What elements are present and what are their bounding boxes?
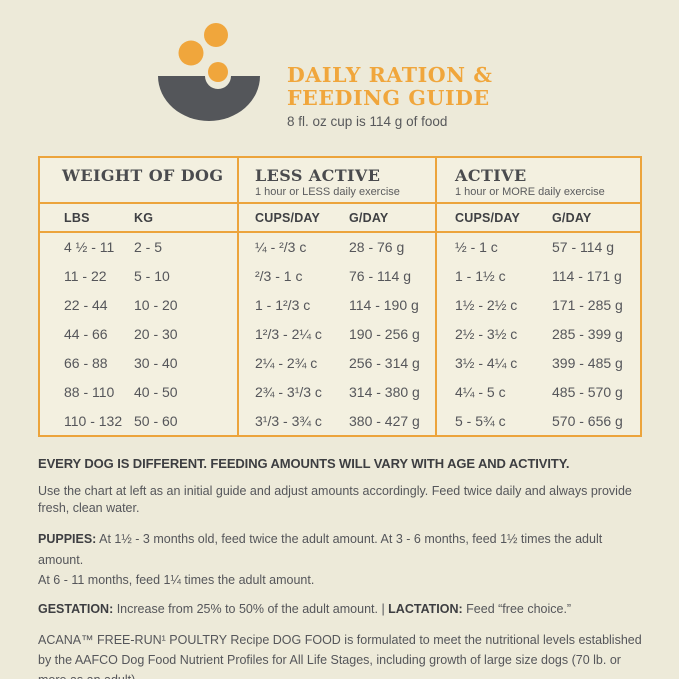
cell-kg: 2 - 5 — [134, 239, 163, 256]
header-title-block: DAILY RATION & FEEDING GUIDE 8 fl. oz cu… — [287, 63, 493, 130]
col-header-g-active: G/DAY — [537, 204, 640, 233]
cell-active-cups: ½ - 1 c — [435, 233, 537, 262]
cell-active-cups: 3½ - 4¼ c — [435, 348, 537, 378]
cell-kg: 40 - 50 — [134, 383, 178, 400]
cell-active-g: 285 - 399 g — [552, 325, 623, 342]
group-sublabel: 1 hour or LESS daily exercise — [255, 186, 400, 198]
cell-less-g: 114 - 190 g — [349, 297, 419, 314]
cell-less-cups: ²/3 - 1 c — [237, 261, 335, 291]
cell-less-cups: 1 - 1²/3 c — [237, 290, 335, 320]
cell-less-cups: 2¾ - 3¹/3 c — [237, 377, 335, 407]
cell-lbs: 66 - 88 — [64, 354, 108, 371]
lactation-label: LACTATION: — [388, 601, 463, 616]
puppies-label: PUPPIES: — [38, 532, 97, 546]
cell-less-g: 190 - 256 g — [349, 325, 420, 342]
col-header-cups-less: CUPS/DAY — [237, 204, 335, 233]
feeding-notes: EVERY DOG IS DIFFERENT. FEEDING AMOUNTS … — [38, 456, 648, 679]
cell-active-cups: 1½ - 2½ c — [435, 290, 537, 320]
cell-lbs: 22 - 44 — [64, 297, 108, 314]
group-header-less-active: LESS ACTIVE 1 hour or LESS daily exercis… — [237, 158, 435, 204]
group-title: ACTIVE — [455, 166, 527, 185]
cell-less-cups: ¼ - ²/3 c — [237, 233, 335, 262]
cell-kg: 30 - 40 — [134, 354, 178, 371]
col-header-lbs: LBS — [40, 204, 132, 233]
cell-active-cups: 2½ - 3½ c — [435, 319, 537, 349]
group-title: WEIGHT OF DOG — [62, 166, 224, 185]
cell-active-g: 485 - 570 g — [552, 383, 623, 400]
feeding-table: WEIGHT OF DOG LESS ACTIVE 1 hour or LESS… — [38, 156, 642, 437]
cell-less-cups: 3¹/3 - 3¾ c — [237, 406, 335, 435]
cell-less-g: 28 - 76 g — [349, 239, 405, 256]
cell-less-cups: 2¼ - 2¾ c — [237, 348, 335, 378]
cell-kg: 50 - 60 — [134, 412, 178, 429]
cell-active-g: 57 - 114 g — [552, 239, 615, 256]
gestation-label: GESTATION: — [38, 601, 114, 616]
cup-equivalence-note: 8 fl. oz cup is 114 g of food — [287, 114, 448, 129]
cell-lbs: 11 - 22 — [64, 268, 107, 285]
cell-lbs: 4 ½ - 11 — [64, 239, 115, 256]
col-header-cups-active: CUPS/DAY — [435, 204, 537, 233]
cell-active-g: 114 - 171 g — [552, 268, 622, 285]
notes-intro: Use the chart at left as an initial guid… — [38, 484, 632, 515]
lactation-text: Feed “free choice.” — [462, 601, 572, 616]
group-header-active: ACTIVE 1 hour or MORE daily exercise — [435, 158, 640, 204]
notes-gestation-lactation: GESTATION: Increase from 25% to 50% of t… — [38, 601, 648, 618]
col-header-kg: KG — [132, 204, 237, 233]
cell-kg: 5 - 10 — [134, 268, 170, 285]
cell-lbs: 88 - 110 — [64, 383, 115, 400]
page-title-line1: DAILY RATION & — [287, 63, 493, 87]
notes-heading: EVERY DOG IS DIFFERENT. FEEDING AMOUNTS … — [38, 456, 570, 471]
cell-lbs: 44 - 66 — [64, 325, 108, 342]
notes-aafco-statement: ACANA™ FREE-RUN¹ POULTRY Recipe DOG FOOD… — [38, 632, 642, 679]
dog-food-bowl-icon — [158, 23, 260, 121]
page-title-line2: FEEDING GUIDE — [287, 86, 490, 110]
cell-less-g: 76 - 114 g — [349, 268, 412, 285]
cell-less-cups: 1²/3 - 2¼ c — [237, 319, 335, 349]
cell-active-g: 570 - 656 g — [552, 412, 623, 429]
puppies-text: At 1½ - 3 months old, feed twice the adu… — [38, 532, 603, 587]
cell-active-cups: 5 - 5¾ c — [435, 406, 537, 435]
group-title: LESS ACTIVE — [255, 166, 381, 185]
group-sublabel: 1 hour or MORE daily exercise — [455, 186, 605, 198]
cell-lbs: 110 - 132 — [64, 412, 123, 429]
cell-less-g: 256 - 314 g — [349, 354, 420, 371]
cell-active-cups: 1 - 1½ c — [435, 261, 537, 291]
cell-kg: 20 - 30 — [134, 325, 178, 342]
cell-active-g: 171 - 285 g — [552, 297, 623, 314]
group-header-weight: WEIGHT OF DOG — [40, 158, 237, 204]
cell-active-cups: 4¼ - 5 c — [435, 377, 537, 407]
col-header-g-less: G/DAY — [335, 204, 435, 233]
notes-puppies: PUPPIES: At 1½ - 3 months old, feed twic… — [38, 529, 648, 591]
cell-kg: 10 - 20 — [134, 297, 178, 314]
cell-less-g: 314 - 380 g — [349, 383, 420, 400]
cell-active-g: 399 - 485 g — [552, 354, 623, 371]
gestation-text: Increase from 25% to 50% of the adult am… — [113, 601, 389, 616]
cell-less-g: 380 - 427 g — [349, 412, 420, 429]
